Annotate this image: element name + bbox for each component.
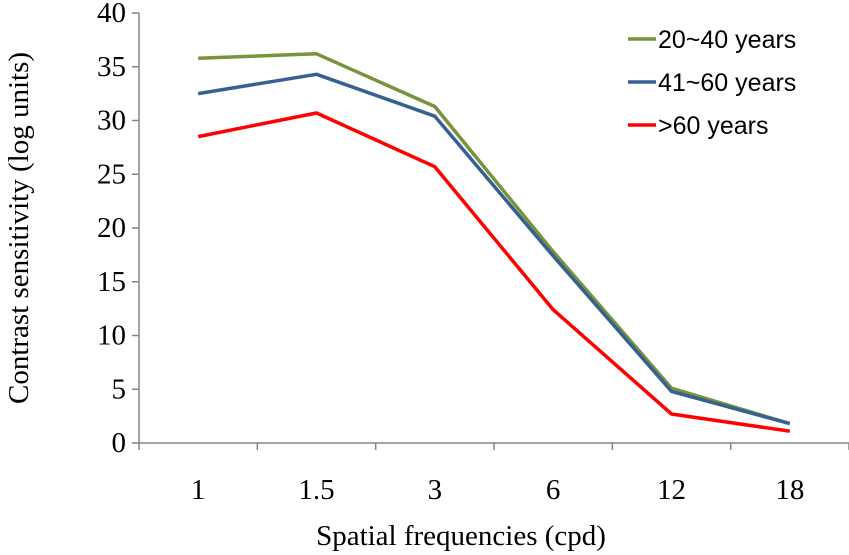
series-line-3 <box>197 111 791 433</box>
x-tick-label: 18 <box>775 474 804 506</box>
y-tick-label: 40 <box>97 0 126 29</box>
x-axis-ticks: 1 1.5 3 6 12 18 <box>138 443 849 506</box>
legend: 20~40 years 41~60 years >60 years <box>628 26 796 140</box>
x-tick-label: 1 <box>191 474 206 506</box>
y-tick-label: 30 <box>97 105 126 137</box>
x-axis-label: Spatial frequencies (cpd) <box>316 520 606 552</box>
y-tick-label: 35 <box>97 51 126 83</box>
y-tick-label: 20 <box>97 212 126 244</box>
series-line-1 <box>198 52 791 426</box>
x-tick-label: 1.5 <box>298 474 334 506</box>
series-layer <box>197 52 791 433</box>
y-axis-label: Contrast sensitivity (log units) <box>3 52 35 404</box>
legend-label-3: >60 years <box>658 112 769 140</box>
y-tick-label: 10 <box>97 320 126 352</box>
y-tick-label: 5 <box>112 373 127 405</box>
x-tick-label: 12 <box>657 474 686 506</box>
x-tick-label: 6 <box>546 474 561 506</box>
y-tick-label: 25 <box>97 158 126 190</box>
y-axis-ticks: 0 5 10 15 20 25 30 35 40 <box>97 0 139 459</box>
y-tick-label: 15 <box>97 266 126 298</box>
series-line-2 <box>197 72 791 426</box>
legend-label-1: 20~40 years <box>658 26 796 54</box>
y-tick-label: 0 <box>112 427 127 459</box>
x-tick-label: 3 <box>428 474 443 506</box>
legend-label-2: 41~60 years <box>658 69 796 97</box>
